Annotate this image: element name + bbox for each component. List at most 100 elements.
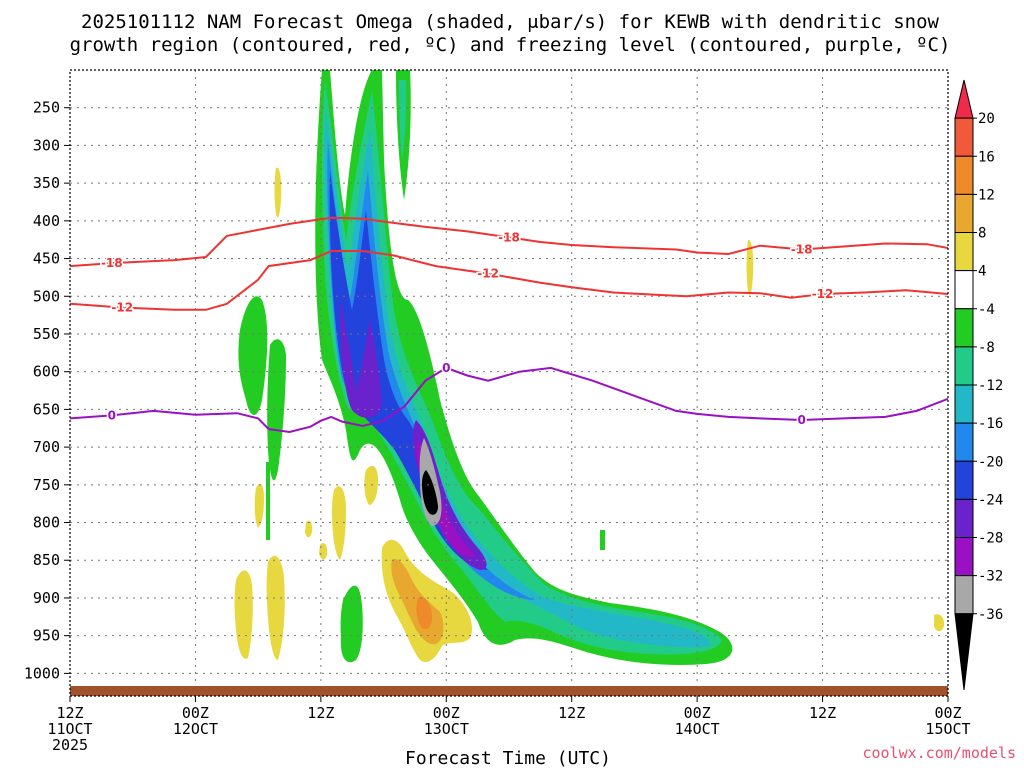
omega-region-yellow-left2 (254, 483, 264, 528)
x-tick-label: 12Z (809, 704, 836, 722)
colorbar-band (954, 384, 974, 424)
omega-region-seagreen-column (399, 80, 407, 160)
omega-region-yellow-mid (364, 465, 378, 505)
y-tick-label: 500 (33, 287, 60, 305)
omega-shading (234, 70, 945, 665)
x-tick-label: 15OCT (925, 720, 970, 738)
omega-region-violet (340, 300, 382, 418)
omega-region-yellow-col (266, 555, 285, 660)
colorbar-label: -4 (978, 302, 995, 318)
x-tick-label: 14OCT (675, 720, 720, 738)
colorbar-band (954, 193, 974, 233)
omega-region-green-left (238, 296, 268, 415)
colorbar-band (954, 498, 974, 538)
omega-region-cyan (324, 110, 711, 648)
x-tick-label: 12Z (56, 704, 83, 722)
purple_frz-contour-label: 0 (442, 361, 450, 375)
omega-region-green-upper (315, 70, 733, 665)
colorbar-label: -8 (978, 340, 995, 356)
omega-region-green-narrow (267, 339, 286, 481)
x-tick-label: 00Z (934, 704, 961, 722)
y-tick-label: 300 (33, 136, 60, 154)
chart-title-line1: 2025101112 NAM Forecast Omega (shaded, μ… (81, 11, 939, 33)
omega-region-seagreen-upper (322, 80, 722, 655)
omega-region-yellow-right (934, 614, 945, 632)
y-tick-label: 600 (33, 363, 60, 381)
colorbar-label: -12 (978, 378, 1003, 394)
x-tick-label: 2025 (52, 736, 88, 754)
colorbar-band (954, 537, 974, 577)
colorbar-bottom-arrow (954, 613, 974, 691)
credit-text: coolwx.com/models (862, 744, 1016, 762)
y-tick-label: 400 (33, 212, 60, 230)
red_dgz-contour-line (70, 250, 948, 311)
colorbar-label: -20 (978, 454, 1003, 470)
omega-region-green-speck (600, 530, 605, 550)
red_dgz-contour-label: -12 (812, 287, 834, 301)
x-axis-title: Forecast Time (UTC) (405, 748, 611, 768)
omega-region-yellow-left (234, 570, 253, 659)
colorbar-band (954, 346, 974, 386)
colorbar-label: 16 (978, 149, 995, 165)
omega-region-darkorange (416, 596, 433, 630)
y-tick-label: 850 (33, 551, 60, 569)
y-tick-label: 950 (33, 627, 60, 645)
omega-region-darkblue (329, 170, 488, 570)
red_dgz-contour-label: -18 (498, 230, 520, 244)
y-tick-label: 350 (33, 174, 60, 192)
y-tick-label: 1000 (24, 664, 60, 682)
colorbar-band (954, 155, 974, 195)
purple_frz-contour-label: 0 (108, 408, 116, 422)
red_dgz-contour-label: -18 (101, 256, 123, 270)
colorbar-top-arrow (954, 79, 974, 119)
colorbar-label: -36 (978, 607, 1003, 623)
omega-region-yellow-speck (305, 520, 313, 538)
x-tick-label: 00Z (433, 704, 460, 722)
y-tick-label: 550 (33, 325, 60, 343)
omega-region-yellow-tall (332, 486, 346, 560)
y-tick-label: 450 (33, 250, 60, 268)
y-axis-ticks: 250 300 350 400 450 500 550 600 650 700 750 800 850 9… (24, 99, 70, 682)
red_dgz-contour-line (70, 216, 948, 268)
colorbar: 20 16 12 8 4 -4 -8 -12 -16 -20 -24 -28 -32 -36 (954, 79, 1003, 691)
x-tick-label: 12OCT (173, 720, 218, 738)
colorbar-label: 12 (978, 187, 995, 203)
x-tick-label: 11OCT (47, 720, 92, 738)
colorbar-label: 4 (978, 264, 986, 280)
colorbar-band (954, 270, 974, 310)
red_dgz-contour-label: -12 (477, 267, 499, 281)
omega-region-black (422, 470, 438, 515)
colorbar-label: -32 (978, 569, 1003, 585)
red_dgz-contour-label: -12 (111, 301, 133, 315)
terrain-band (70, 686, 948, 696)
omega-region-yellow-upper (274, 167, 282, 218)
colorbar-band (954, 575, 974, 615)
x-tick-label: 12Z (558, 704, 585, 722)
colorbar-band (954, 308, 974, 348)
colorbar-band (954, 422, 974, 462)
y-tick-label: 650 (33, 400, 60, 418)
purple_frz-contour-line (70, 366, 948, 434)
colorbar-label: -16 (978, 416, 1003, 432)
x-tick-label: 00Z (182, 704, 209, 722)
y-tick-label: 700 (33, 438, 60, 456)
omega-region-yellow-upper2 (746, 239, 754, 296)
y-tick-label: 250 (33, 99, 60, 117)
colorbar-band (954, 232, 974, 272)
contour-lines: -18 -18 -18 -12 -12 -12 0 0 0 (70, 216, 948, 434)
y-tick-label: 750 (33, 476, 60, 494)
purple_frz-contour-label: 0 (797, 413, 805, 427)
colorbar-label: -24 (978, 492, 1003, 508)
colorbar-band (954, 117, 974, 157)
y-tick-label: 900 (33, 589, 60, 607)
x-tick-label: 13OCT (424, 720, 469, 738)
omega-region-green-sliver (266, 462, 270, 540)
x-tick-label: 12Z (307, 704, 334, 722)
colorbar-label: 8 (978, 226, 986, 242)
y-tick-label: 800 (33, 514, 60, 532)
colorbar-label: 20 (978, 111, 995, 127)
omega-region-green-lower (340, 585, 363, 663)
chart-title-line2: growth region (contoured, red, ºC) and f… (70, 34, 951, 56)
